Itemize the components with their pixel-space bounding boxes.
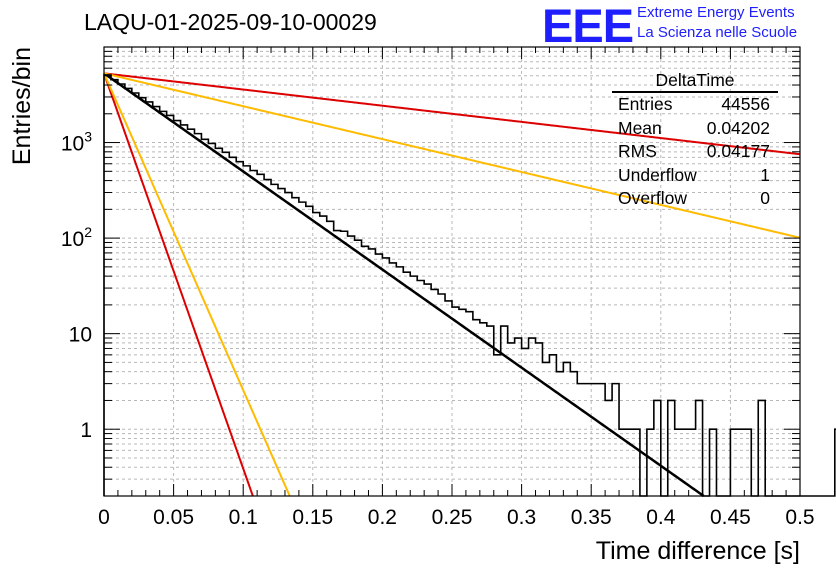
- fit-curve-orange-steep: [103, 72, 291, 497]
- stats-value: 1: [760, 164, 770, 185]
- fit-curve-fit: [103, 72, 705, 498]
- fit-curve-red-shallow: [103, 72, 801, 156]
- x-tick-label: 0.2: [368, 506, 397, 529]
- stats-label: RMS: [618, 141, 657, 161]
- x-tick-label: 0.45: [710, 506, 751, 529]
- stats-row-entries: Entries 44556: [612, 93, 778, 117]
- fit-curve-red-steep: [103, 73, 254, 497]
- x-tick-label: 0.35: [571, 506, 612, 529]
- stats-row-mean: Mean 0.04202: [612, 117, 778, 141]
- x-tick-label: 0.5: [785, 506, 814, 529]
- eee-logo: EEE: [542, 0, 634, 52]
- stats-label: Entries: [618, 94, 673, 114]
- run-title: LAQU-01-2025-09-10-00029: [84, 9, 377, 35]
- histogram-bars: [103, 74, 836, 497]
- y-tick-label: 10: [69, 324, 92, 347]
- x-axis-label: Time difference [s]: [596, 537, 800, 565]
- x-tick-label: 0.4: [646, 506, 676, 529]
- stats-label: Mean: [618, 117, 662, 138]
- x-tick-label: 0.1: [229, 506, 258, 529]
- stats-title: DeltaTime: [612, 70, 778, 93]
- y-axis-label: Entries/bin: [8, 47, 36, 165]
- stats-label: Underflow: [618, 164, 697, 185]
- fit-curve-orange-shallow: [103, 72, 801, 239]
- x-tick-label: 0.15: [292, 506, 333, 529]
- stats-value: 44556: [721, 94, 770, 114]
- x-tick-label: 0: [98, 506, 110, 529]
- brand-line-1: Extreme Energy Events: [637, 4, 795, 21]
- stats-box: DeltaTime Entries 44556 Mean 0.04202 RMS 0.…: [612, 70, 778, 211]
- stats-value: 0.04202: [706, 117, 770, 138]
- x-tick-label: 0.3: [507, 506, 536, 529]
- y-tick-label: 102: [61, 224, 92, 251]
- x-tick-label: 0.25: [432, 506, 473, 529]
- y-tick-label: 103: [61, 129, 92, 156]
- stats-row-overflow: Overflow 0: [612, 187, 778, 211]
- brand-line-2: La Scienza nelle Scuole: [637, 24, 798, 41]
- stats-row-underflow: Underflow 1: [612, 164, 778, 188]
- stats-label: Overflow: [618, 188, 688, 208]
- stats-value: 0.04177: [706, 141, 770, 161]
- y-tick-label: 1: [80, 419, 92, 442]
- x-tick-label: 0.05: [153, 506, 194, 529]
- stats-value: 0: [760, 188, 770, 208]
- stats-row-rms: RMS 0.04177: [612, 140, 778, 164]
